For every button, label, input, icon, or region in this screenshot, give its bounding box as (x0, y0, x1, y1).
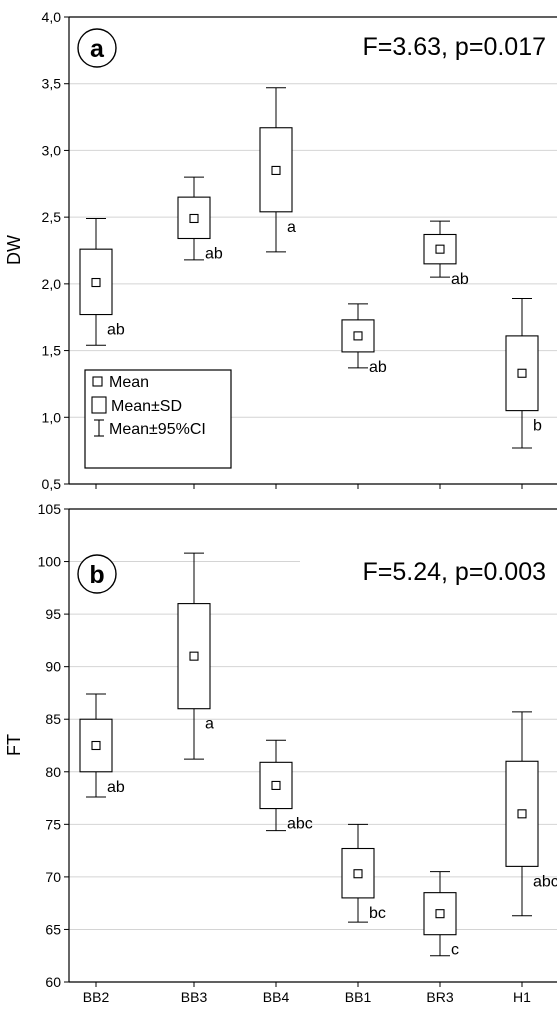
group-label: ab (205, 245, 223, 262)
sd-box (341, 847, 375, 899)
y-tick-label: 2,0 (42, 276, 62, 292)
mean-marker (189, 651, 199, 661)
y-tick-label: 3,5 (42, 76, 62, 92)
legend-sd-icon (91, 396, 107, 414)
panel-label-circle (77, 28, 117, 68)
x-tick-label: H1 (513, 989, 531, 1005)
text-layer: 0,5 1,0 1,5 2,0 2,5 3,0 3,5 4,0 DW a F=3.63, p=0.0… (4, 9, 557, 1005)
y-tick-label: 90 (45, 659, 61, 675)
y-tick-label: 95 (45, 606, 61, 622)
group-label: bc (369, 905, 386, 922)
x-tick-label: BR3 (426, 989, 453, 1005)
y-tick-label: 85 (45, 711, 61, 727)
y-tick-label: 2,5 (42, 209, 62, 225)
y-tick-label: 4,0 (42, 9, 62, 25)
panel-label-circle (77, 554, 117, 594)
group-label: c (451, 942, 459, 959)
mean-marker (517, 809, 527, 819)
legend-entry: Mean±95%CI (109, 421, 206, 438)
panel-label: b (89, 561, 104, 589)
mean-marker (271, 780, 281, 790)
mean-marker (517, 368, 527, 378)
x-tick-label: BB3 (181, 989, 208, 1005)
group-label: a (287, 219, 296, 236)
sd-box (341, 319, 375, 353)
x-tick-label: BB4 (263, 989, 290, 1005)
x-tick-label: BB2 (83, 989, 110, 1005)
group-label: abc (533, 873, 557, 890)
group-label: ab (107, 779, 125, 796)
annotation-background (300, 26, 557, 62)
mean-marker (91, 740, 101, 751)
y-tick-label: 3,0 (42, 142, 62, 158)
y-tick-label: 0,5 (42, 476, 62, 492)
x-tick-label: BB1 (345, 989, 372, 1005)
marks-layer (64, 16, 557, 987)
sd-box (423, 233, 457, 265)
y-tick-label: 75 (45, 816, 61, 832)
mean-marker (271, 165, 281, 175)
annotation-background (300, 551, 557, 587)
group-label: abc (287, 816, 313, 833)
mean-marker (435, 909, 445, 919)
mean-marker (91, 277, 101, 288)
legend-box (84, 369, 232, 469)
legend-entry: Mean (109, 374, 149, 391)
grid-layer (69, 83, 557, 930)
y-tick-label: 65 (45, 921, 61, 937)
y-axis-label: DW (4, 235, 24, 265)
y-axis-label: FT (4, 734, 24, 756)
legend-mean-icon (92, 376, 103, 387)
mean-marker (189, 213, 199, 224)
mean-marker (353, 869, 363, 879)
stats-annotation: F=3.63, p=0.017 (363, 33, 546, 61)
y-tick-label: 105 (38, 501, 62, 517)
y-tick-label: 1,5 (42, 343, 62, 359)
mean-marker (435, 244, 445, 254)
sd-box (177, 603, 211, 710)
group-label: ab (107, 322, 125, 339)
y-tick-label: 1,0 (42, 409, 62, 425)
y-tick-label: 100 (38, 554, 62, 570)
y-tick-label: 80 (45, 764, 61, 780)
group-label: b (533, 418, 542, 435)
stats-annotation: F=5.24, p=0.003 (363, 558, 546, 586)
sd-box (79, 718, 113, 773)
mean-marker (353, 331, 363, 341)
panel-label: a (90, 35, 105, 63)
legend-entry: Mean±SD (111, 398, 182, 415)
group-label: ab (369, 359, 387, 376)
sd-box (79, 248, 113, 316)
group-label: a (205, 716, 214, 733)
y-tick-label: 60 (45, 974, 61, 990)
y-tick-label: 70 (45, 869, 61, 885)
group-label: ab (451, 271, 469, 288)
